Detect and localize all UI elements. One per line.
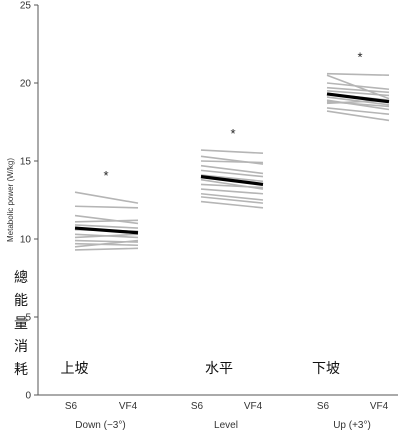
individual-line (200, 183, 264, 189)
mean-line (74, 226, 139, 235)
mean-line (200, 175, 264, 186)
significance-star: * (357, 50, 362, 65)
individual-line (200, 196, 264, 204)
mean-line (326, 92, 390, 104)
individual-line (326, 90, 390, 97)
individual-line (200, 174, 264, 183)
labels: * S6 VF4 Down (−3°) 上坡 * S6 VF4 Level 水平 * S6 VF4 Up … (61, 50, 389, 431)
individual-line (74, 219, 139, 223)
side-annotation: 總能量消耗 (14, 269, 28, 378)
x-tick-label: S6 (191, 401, 204, 412)
x-tick-label: S6 (317, 401, 330, 412)
y-tick-label: 10 (20, 235, 32, 246)
individual-line (74, 205, 139, 209)
significance-star: * (230, 126, 235, 141)
group-label: Level (214, 420, 238, 431)
condition-annotation: 下坡 (312, 361, 340, 377)
individual-line (326, 107, 390, 115)
y-tick-label: 5 (25, 313, 31, 324)
x-tick-label: S6 (65, 401, 78, 412)
group-label: Up (+3°) (333, 420, 371, 431)
individual-line (200, 164, 264, 175)
individual-line (200, 192, 264, 201)
y-tick-label: 0 (25, 391, 31, 402)
x-tick-label: VF4 (119, 401, 138, 412)
y-tick-label: 20 (20, 79, 32, 90)
condition-annotation: 上坡 (61, 361, 89, 377)
y-tick-label: 25 (20, 1, 32, 12)
individual-line (74, 247, 139, 251)
individual-line (74, 214, 139, 225)
individual-line (326, 110, 390, 122)
individual-line (200, 160, 264, 164)
group-label: Down (−3°) (75, 420, 125, 431)
y-axis-label: Metabolic power (W/kg) (6, 158, 15, 242)
plot-area (74, 72, 390, 251)
individual-line (326, 82, 390, 91)
x-tick-label: VF4 (370, 401, 389, 412)
x-tick-label: VF4 (244, 401, 263, 412)
individual-line (200, 188, 264, 195)
axes: 0 5 10 15 20 25 (20, 1, 398, 402)
individual-line (74, 239, 139, 248)
individual-line (200, 200, 264, 209)
individual-line (326, 100, 390, 108)
individual-line (200, 149, 264, 154)
individual-line (326, 86, 390, 94)
condition-annotation: 水平 (205, 361, 233, 377)
individual-line (200, 169, 264, 178)
individual-line (74, 233, 139, 239)
significance-star: * (103, 168, 108, 183)
y-tick-label: 15 (20, 157, 32, 168)
individual-line (326, 72, 390, 76)
individual-line (74, 191, 139, 204)
individual-line (74, 224, 139, 229)
